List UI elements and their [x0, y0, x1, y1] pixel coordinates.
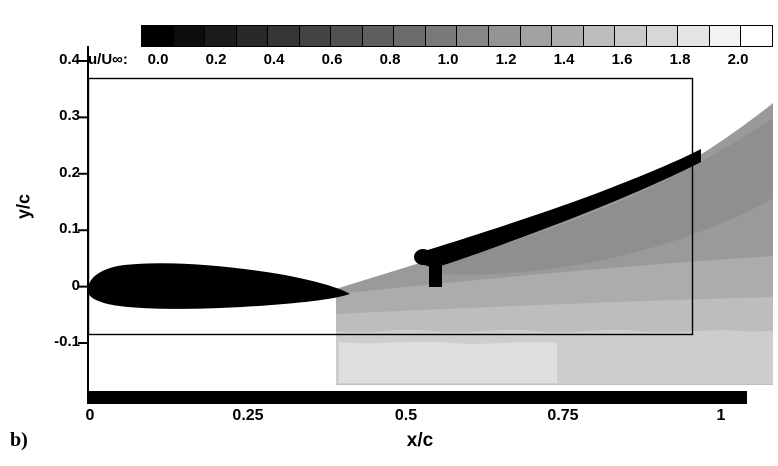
colorbar-segment — [551, 26, 583, 46]
main-airfoil-silhouette — [88, 263, 350, 309]
colorbar-segment — [204, 26, 236, 46]
colorbar — [141, 25, 773, 47]
colorbar-segment — [456, 26, 489, 46]
field-band-shear-dark — [436, 118, 773, 275]
y-axis-title: y/c — [13, 193, 34, 220]
colorbar-segment — [677, 26, 709, 46]
colorbar-tick-label: 0.6 — [321, 51, 343, 68]
field-band-u1p8 — [339, 341, 557, 383]
colorbar-tick-label: 2.0 — [727, 51, 749, 68]
x-tick-label: 0.5 — [394, 407, 418, 424]
colorbar-segment — [582, 26, 615, 46]
colorbar-segment — [267, 26, 299, 46]
y-tick-label: 0.4 — [59, 51, 80, 68]
colorbar-segment — [488, 26, 520, 46]
y-tick-label: 0.3 — [59, 107, 80, 124]
colorbar-segment — [361, 26, 394, 46]
panel-label: b) — [10, 429, 28, 451]
colorbar-segment — [142, 26, 173, 46]
x-axis-title: x/c — [406, 430, 434, 451]
colorbar-segment — [519, 26, 552, 46]
y-tick-label: -0.1 — [54, 333, 80, 350]
colorbar-tick-label: 1.6 — [611, 51, 633, 68]
colorbar-tick-row: 0.0 0.2 0.4 0.6 0.8 1.0 1.2 1.4 1.6 1.8 … — [141, 51, 755, 68]
colorbar-label: u/U∞: — [88, 51, 128, 68]
y-tick-label: 0 — [71, 277, 80, 294]
y-tick-label: 0.2 — [59, 164, 80, 181]
colorbar-segment — [330, 26, 362, 46]
colorbar-tick-label: 1.8 — [669, 51, 691, 68]
colorbar-tick-label: 0.0 — [147, 51, 169, 68]
colorbar-segment — [708, 26, 741, 46]
colorbar-tick-label: 1.2 — [495, 51, 517, 68]
colorbar-tick-label: 0.8 — [379, 51, 401, 68]
x-tick-label: 0 — [85, 407, 95, 424]
x-tick-label: 1 — [716, 407, 726, 424]
colorbar-tick-label: 1.0 — [437, 51, 459, 68]
colorbar-segment — [740, 26, 772, 46]
colorbar-segment — [235, 26, 268, 46]
colorbar-segment — [614, 26, 646, 46]
colorbar-tick-label: 1.4 — [553, 51, 575, 68]
wall-bar — [87, 391, 747, 404]
colorbar-segment — [172, 26, 205, 46]
colorbar-segment — [298, 26, 331, 46]
flap-silhouette — [414, 149, 701, 287]
colorbar-tick-label: 0.4 — [263, 51, 285, 68]
y-tick-label: 0.1 — [59, 220, 80, 237]
colorbar-segment — [393, 26, 425, 46]
colorbar-tick-label: 0.2 — [205, 51, 227, 68]
x-tick-label: 0.75 — [547, 407, 579, 424]
y-axis-ticks — [78, 60, 88, 344]
flap-leading-edge — [414, 249, 432, 265]
colorbar-segment — [645, 26, 678, 46]
flap-bracket — [429, 250, 442, 287]
x-tick-label: 0.25 — [232, 407, 264, 424]
colorbar-segment — [424, 26, 457, 46]
